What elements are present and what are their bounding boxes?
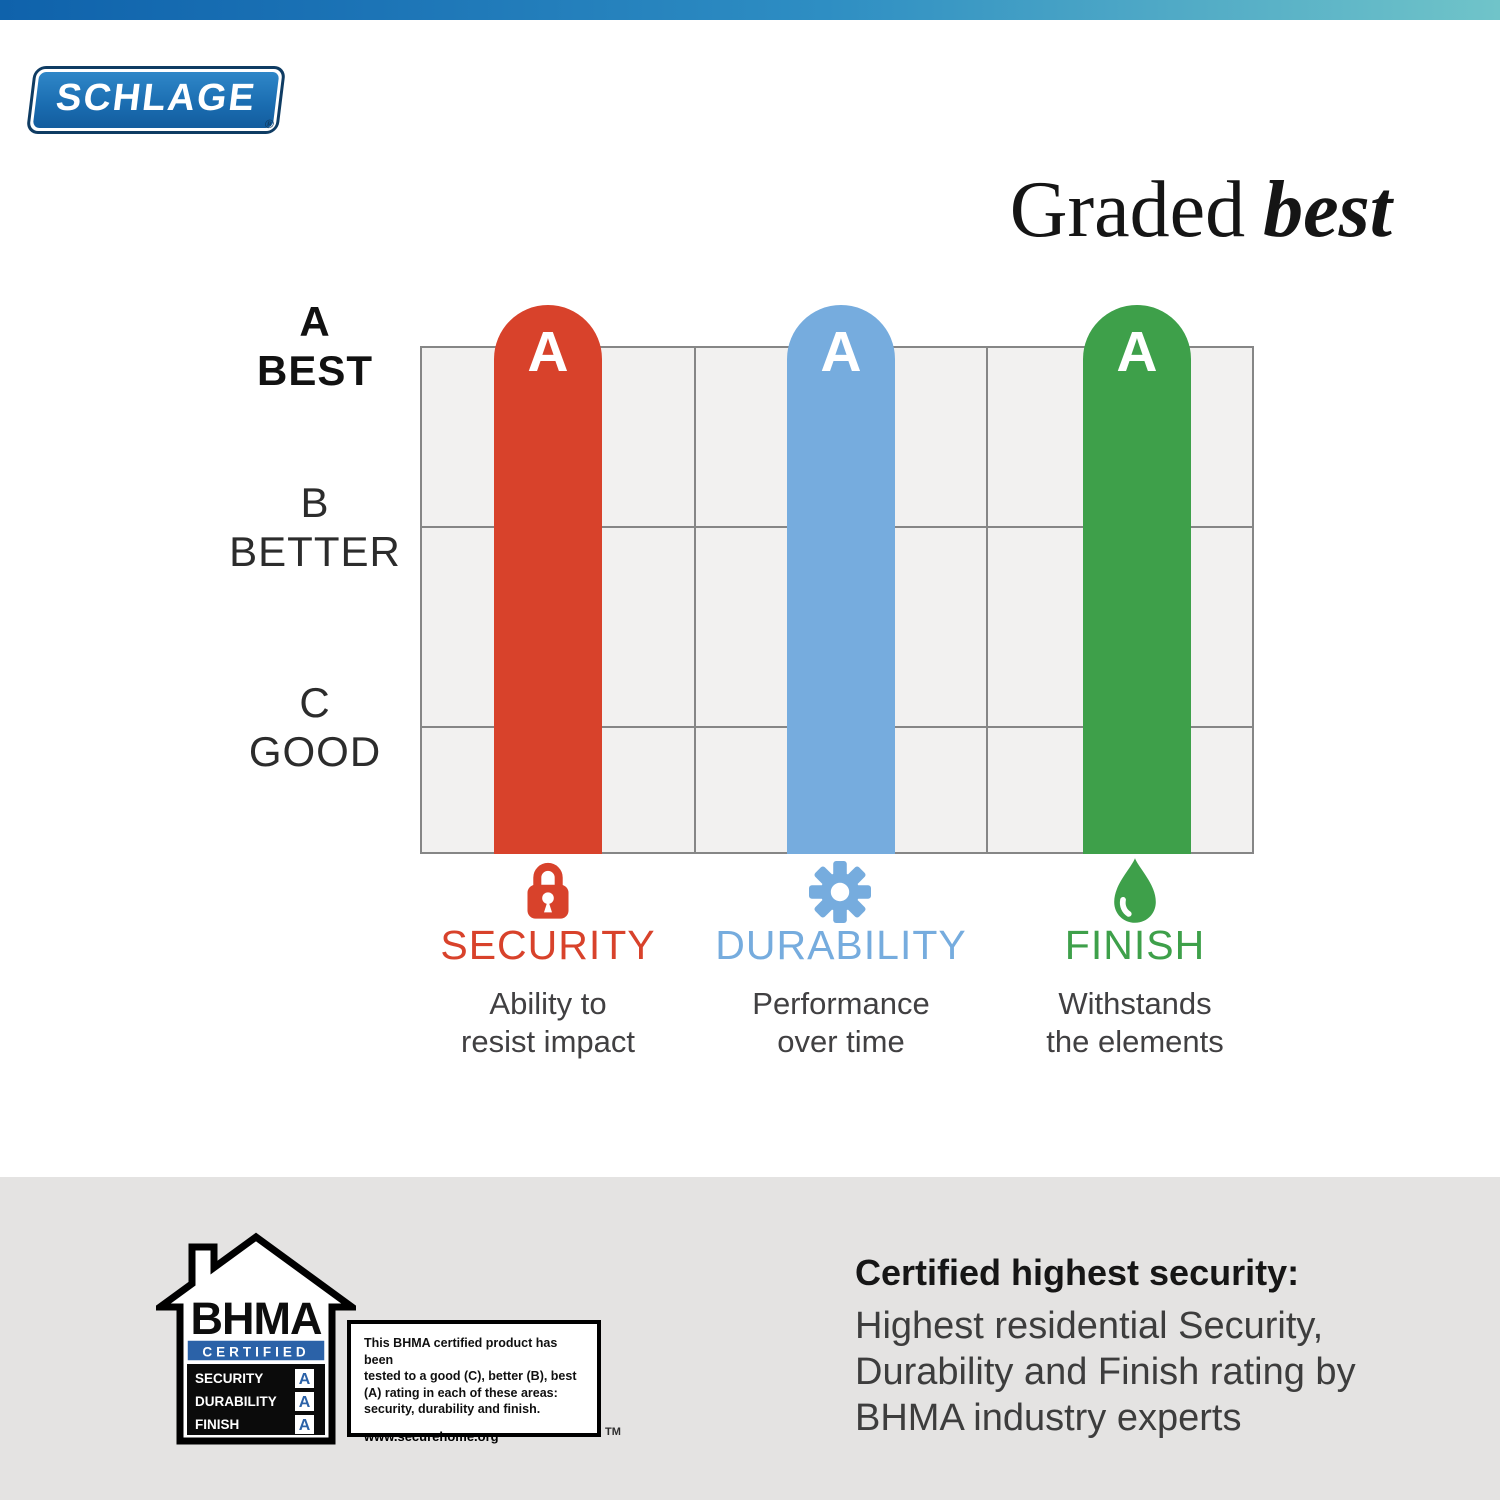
certified-heading: Certified highest security: bbox=[855, 1252, 1300, 1293]
schlage-logo-badge: SCHLAGE bbox=[32, 72, 280, 128]
y-axis-label-c-good: C GOOD bbox=[205, 678, 425, 776]
grade-word: BEST bbox=[256, 347, 373, 394]
caption-line: Ability to bbox=[489, 986, 607, 1021]
certified-banner-text: CERTIFIED bbox=[202, 1345, 309, 1360]
rating-grade-letter: A bbox=[299, 1394, 311, 1411]
category-caption-finish: Withstands the elements bbox=[975, 985, 1295, 1061]
bhma-disclaimer-box: This BHMA certified product has been tes… bbox=[347, 1320, 601, 1444]
grade-letter: A bbox=[299, 298, 331, 345]
trademark-mark: TM bbox=[605, 1426, 621, 1438]
caption-line: resist impact bbox=[461, 1024, 635, 1059]
rating-grade-box bbox=[295, 1392, 314, 1411]
bhma-certified-house-logo: BHMA CERTIFIED SECURITY A DURABILITY A F… bbox=[156, 1232, 356, 1445]
y-axis-label-a-best: A BEST bbox=[205, 297, 425, 395]
schlage-logo-outer-border: SCHLAGE ® bbox=[25, 66, 286, 134]
bar-finish: A bbox=[1083, 305, 1191, 854]
caption-line: the elements bbox=[1046, 1024, 1224, 1059]
bar-finish-grade: A bbox=[1116, 320, 1158, 384]
disclaimer-line: security, durability and finish. bbox=[364, 1402, 541, 1416]
droplet-icon bbox=[1109, 856, 1161, 930]
page-title: Graded best bbox=[1010, 170, 1392, 250]
caption-line: over time bbox=[777, 1024, 905, 1059]
category-caption-durability: Performance over time bbox=[681, 985, 1001, 1061]
grade-letter: B bbox=[300, 479, 330, 526]
grade-word: BETTER bbox=[229, 528, 401, 575]
certified-description-line: BHMA industry experts bbox=[855, 1397, 1242, 1439]
registered-trademark-icon: ® bbox=[264, 117, 275, 131]
lock-icon bbox=[519, 858, 577, 929]
rating-grade-letter: A bbox=[299, 1417, 311, 1434]
page-title-regular: Graded bbox=[1009, 166, 1246, 254]
caption-line: Withstands bbox=[1058, 986, 1212, 1021]
category-caption-security: Ability to resist impact bbox=[388, 985, 708, 1061]
bar-durability: A bbox=[787, 305, 895, 854]
page-title-emphasis: best bbox=[1263, 166, 1392, 254]
gridline-vertical-2 bbox=[986, 348, 988, 852]
certified-description-line: Durability and Finish rating by bbox=[855, 1351, 1356, 1393]
disclaimer-line: (A) rating in each of these areas: bbox=[364, 1385, 558, 1400]
disclaimer-line: This BHMA certified product has been bbox=[364, 1336, 558, 1367]
caption-line: Performance bbox=[752, 986, 930, 1021]
rating-row-label: SECURITY bbox=[195, 1371, 263, 1386]
schlage-logo-white-border: SCHLAGE ® bbox=[29, 69, 283, 131]
securehome-url: www.securehome.org bbox=[364, 1428, 499, 1444]
category-label-security: SECURITY bbox=[440, 922, 656, 968]
rating-row-label: DURABILITY bbox=[195, 1394, 277, 1409]
bar-security: A bbox=[494, 305, 602, 854]
certified-banner bbox=[186, 1339, 326, 1362]
top-gradient-bar bbox=[0, 0, 1500, 20]
bhma-brand-text: BHMA bbox=[191, 1293, 322, 1344]
gear-icon bbox=[809, 861, 871, 928]
gridline-vertical-1 bbox=[694, 348, 696, 852]
schlage-logo: SCHLAGE ® bbox=[25, 66, 286, 134]
rating-grade-box bbox=[295, 1369, 314, 1388]
rating-grade-box bbox=[295, 1415, 314, 1434]
schlage-wordmark: SCHLAGE bbox=[53, 77, 259, 119]
grade-letter: C bbox=[299, 679, 331, 726]
rating-grade-letter: A bbox=[299, 1371, 311, 1388]
certified-description: Highest residential Security, Durability… bbox=[855, 1303, 1356, 1441]
disclaimer-line: tested to a good (C), better (B), best bbox=[364, 1369, 577, 1383]
bar-durability-grade: A bbox=[820, 320, 862, 384]
bar-security-grade: A bbox=[527, 320, 569, 384]
y-axis-label-b-better: B BETTER bbox=[205, 478, 425, 576]
certified-description-line: Highest residential Security, bbox=[855, 1305, 1324, 1347]
grade-word: GOOD bbox=[248, 728, 382, 775]
category-label-finish: FINISH bbox=[1064, 922, 1206, 968]
category-label-durability: DURABILITY bbox=[715, 922, 967, 968]
rating-row-label: FINISH bbox=[195, 1417, 239, 1432]
